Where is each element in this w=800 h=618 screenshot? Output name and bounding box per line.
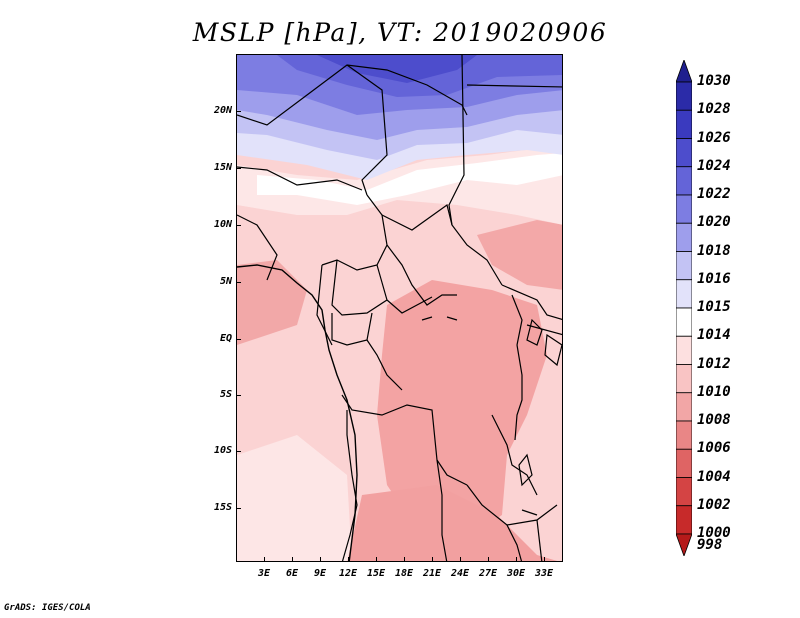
lon-label-12e: 12E [338,568,358,579]
legend-label-1012: 1012 [697,355,731,372]
field-1014-white [257,153,562,205]
legend-label-1000: 1000 [697,525,731,541]
lat-tick [236,225,241,226]
legend-swatch-1026 [676,109,692,139]
pressure-field [237,55,562,561]
lat-tick [236,395,241,396]
lon-label-21e: 21E [422,568,442,579]
legend-colorbar [676,60,692,556]
lat-tick [236,339,241,340]
legend-swatch-1004 [676,448,692,478]
lon-label-15e: 15E [366,568,386,579]
field-1010-gulf [237,260,307,345]
lat-tick [236,282,241,283]
lon-tick [320,557,321,562]
legend-label-1008: 1008 [697,412,731,428]
legend-swatch-1018 [676,222,692,252]
legend-label-1016: 1016 [697,270,731,287]
lon-tick [460,557,461,562]
lon-tick [264,557,265,562]
lat-label-5n: 5N [219,276,232,287]
lon-tick [516,557,517,562]
legend-label-1015: 1015 [697,299,731,315]
legend-swatch-1028 [676,81,692,111]
lat-label-5s: 5S [219,389,232,400]
legend-swatch-1024 [676,138,692,168]
lat-label-15n: 15N [213,162,232,173]
legend-swatch-1010 [676,364,692,394]
coastline [237,264,358,561]
legend-swatch-1000 [676,505,692,535]
legend-swatch-998 [676,533,692,556]
lon-label-3e: 3E [257,568,271,579]
legend-swatch-1016 [676,251,692,281]
lat-tick [236,451,241,452]
lon-label-27e: 27E [478,568,498,579]
legend-swatch-1014 [676,307,692,337]
country-borders [237,55,562,561]
legend-label-1018: 1018 [697,242,731,259]
lon-tick [404,557,405,562]
lon-tick [292,557,293,562]
field-1024 [317,55,477,83]
legend-label-1002: 1002 [697,496,731,513]
lat-tick [236,508,241,509]
lon-tick [376,557,377,562]
legend-swatch-1012 [676,335,692,365]
legend-label-1010: 1010 [697,383,731,400]
lat-label-10n: 10N [213,219,232,230]
field-1009-congo-basin [377,280,547,545]
legend-swatch-1008 [676,392,692,422]
lon-label-18e: 18E [394,568,414,579]
lon-tick [488,557,489,562]
lakes [421,316,562,516]
lat-label-15s: 15S [213,502,232,513]
lat-tick [236,111,241,112]
legend-label-1022: 1022 [697,186,731,202]
legend-label-998: 998 [697,537,723,553]
legend-label-1026: 1026 [697,129,731,146]
lat-tick [236,168,241,169]
color-legend [676,60,692,556]
legend-label-1006: 1006 [697,440,731,457]
lon-tick [544,557,545,562]
legend-label-1020: 1020 [697,214,731,231]
legend-label-1014: 1014 [697,327,731,344]
legend-swatch-1015 [676,279,692,309]
legend-label-1024: 1024 [697,157,731,174]
lon-tick [348,557,349,562]
field-1010-east [477,220,562,290]
lat-label-eq: EQ [219,333,232,344]
field-1013-southwest [237,435,352,561]
lat-label-10s: 10S [213,445,232,456]
legend-label-1004: 1004 [697,468,731,485]
credit-footer: GrADS: IGES/COLA [4,603,91,613]
lon-label-24e: 24E [450,568,470,579]
mslp-map[interactable] [236,54,563,562]
lon-label-6e: 6E [285,568,299,579]
lon-label-33e: 33E [534,568,554,579]
lon-label-9e: 9E [313,568,327,579]
legend-swatch-1030 [676,60,692,83]
legend-swatch-1006 [676,420,692,450]
field-1008-south [347,485,558,561]
legend-label-1030: 1030 [697,73,731,89]
map-title: MSLP [hPa], VT: 2019020906 [192,18,608,47]
lon-tick [432,557,433,562]
legend-swatch-1002 [676,477,692,507]
legend-label-1028: 1028 [697,101,731,118]
lat-label-20n: 20N [213,105,232,116]
lon-label-30e: 30E [506,568,526,579]
legend-swatch-1020 [676,194,692,224]
legend-swatch-1022 [676,166,692,196]
